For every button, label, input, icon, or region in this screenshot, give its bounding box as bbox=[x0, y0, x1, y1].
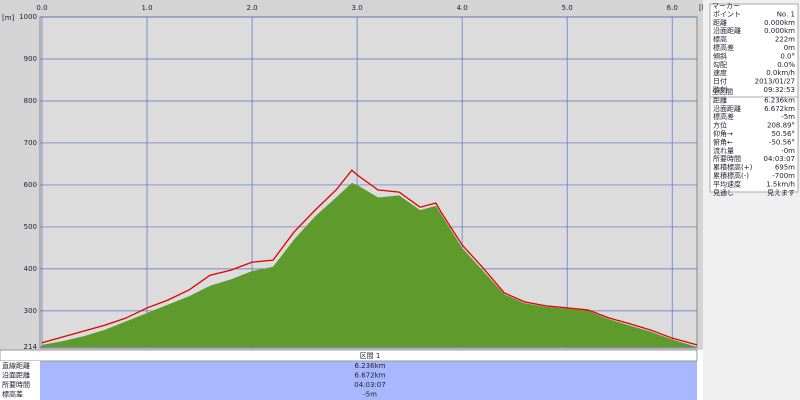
panel-value: 09:32:53 bbox=[764, 86, 795, 94]
panel-value: -50.56° bbox=[769, 138, 795, 146]
panel-title: マーカー bbox=[712, 2, 740, 10]
section-label: 直線距離 bbox=[2, 361, 30, 370]
panel-value: 6.672km bbox=[764, 105, 795, 113]
panel-label: 方位 bbox=[713, 121, 727, 130]
x-tick-label: 6.0 bbox=[667, 4, 678, 12]
panel-value: 0.0% bbox=[777, 61, 795, 69]
panel-value: 0.0° bbox=[780, 52, 795, 60]
panel-value: -5m bbox=[781, 113, 795, 121]
y-tick-label: 600 bbox=[24, 181, 37, 189]
panel-label: 俯角← bbox=[713, 137, 733, 146]
section-title: 区間 1 bbox=[360, 352, 381, 360]
y-tick-label: 900 bbox=[24, 55, 37, 63]
panel-label: 日付 bbox=[713, 77, 727, 86]
panel-value: No. 1 bbox=[777, 10, 795, 18]
panel-label: 標高差 bbox=[713, 112, 734, 121]
y-tick-label: 700 bbox=[24, 139, 37, 147]
y-tick-label: 500 bbox=[24, 223, 37, 231]
panel-label: 速度 bbox=[713, 68, 727, 77]
panel-value: 04:03:07 bbox=[764, 155, 795, 163]
y-tick-label: 300 bbox=[24, 307, 37, 315]
section-label-col bbox=[0, 361, 40, 400]
section-value: 6.236km bbox=[355, 362, 386, 370]
panel-label: 所要時間 bbox=[713, 154, 741, 163]
panel-label: 傾斜 bbox=[713, 51, 727, 60]
section-label: 標高差 bbox=[2, 390, 23, 399]
section-label: 沿面距離 bbox=[2, 371, 30, 380]
panel-value: 208.89° bbox=[767, 122, 795, 130]
panel-label: 累積標高(+) bbox=[713, 163, 753, 172]
panel-label: 流れ量 bbox=[713, 146, 734, 155]
panel-value: 695m bbox=[775, 164, 795, 172]
panel-value: 0m bbox=[784, 44, 795, 52]
y-tick-label: 1000 bbox=[19, 13, 37, 21]
section-value: 6.672km bbox=[355, 372, 386, 380]
panel-title: 全区間 bbox=[712, 87, 733, 96]
panel-value: -700m bbox=[772, 172, 795, 180]
panel-value: 0.000km bbox=[764, 27, 795, 35]
panel-value: 見えます bbox=[767, 189, 795, 197]
x-tick-label: 4.0 bbox=[457, 4, 468, 12]
panel-value: 2013/01/27 bbox=[755, 78, 795, 86]
panel-value: -0m bbox=[781, 147, 795, 155]
panel-value: 6.236km bbox=[764, 96, 795, 104]
panel-label: 標高差 bbox=[713, 43, 734, 52]
x-tick-label: 2.0 bbox=[247, 4, 258, 12]
panel-value: 0.000km bbox=[764, 19, 795, 27]
panel-label: 標高 bbox=[713, 35, 727, 44]
x-tick-label: 0.0 bbox=[36, 4, 47, 12]
panel-label: 勾配 bbox=[713, 60, 727, 69]
panel-label: 平均速度 bbox=[713, 179, 741, 188]
panel-label: 沿面距離 bbox=[713, 104, 741, 113]
panel-value: 0.0km/h bbox=[766, 69, 795, 77]
panel-label: 沿面距離 bbox=[713, 26, 741, 35]
panel-label: 時刻 bbox=[713, 85, 727, 94]
panel-value: 1.5km/h bbox=[766, 180, 795, 188]
section-value: 04:03:07 bbox=[354, 381, 385, 389]
y-tick-label: 400 bbox=[24, 265, 37, 273]
y-tick-label: 800 bbox=[24, 97, 37, 105]
panel-label: 距離 bbox=[713, 18, 727, 27]
panel-value: 50.56° bbox=[771, 130, 795, 138]
x-tick-label: 5.0 bbox=[562, 4, 573, 12]
panel-label: 見通し bbox=[713, 188, 734, 197]
panel-label: 距離 bbox=[713, 95, 727, 104]
y-unit: [m] bbox=[2, 14, 15, 22]
panel-label: ポイント bbox=[713, 10, 741, 18]
section-header bbox=[0, 349, 698, 362]
section-label: 所要時間 bbox=[2, 380, 30, 389]
total-box bbox=[709, 96, 799, 193]
y-tick-label: 214 bbox=[24, 343, 38, 351]
panel-value: 222m bbox=[775, 36, 795, 44]
section-value: -5m bbox=[363, 391, 377, 399]
panel-label: 累積標高(-) bbox=[713, 171, 749, 180]
x-tick-label: 3.0 bbox=[352, 4, 363, 12]
elevation-line bbox=[41, 169, 698, 346]
x-tick-label: 1.0 bbox=[141, 4, 152, 12]
panel-label: 仰角→ bbox=[713, 129, 733, 138]
elevation-area bbox=[42, 182, 697, 347]
